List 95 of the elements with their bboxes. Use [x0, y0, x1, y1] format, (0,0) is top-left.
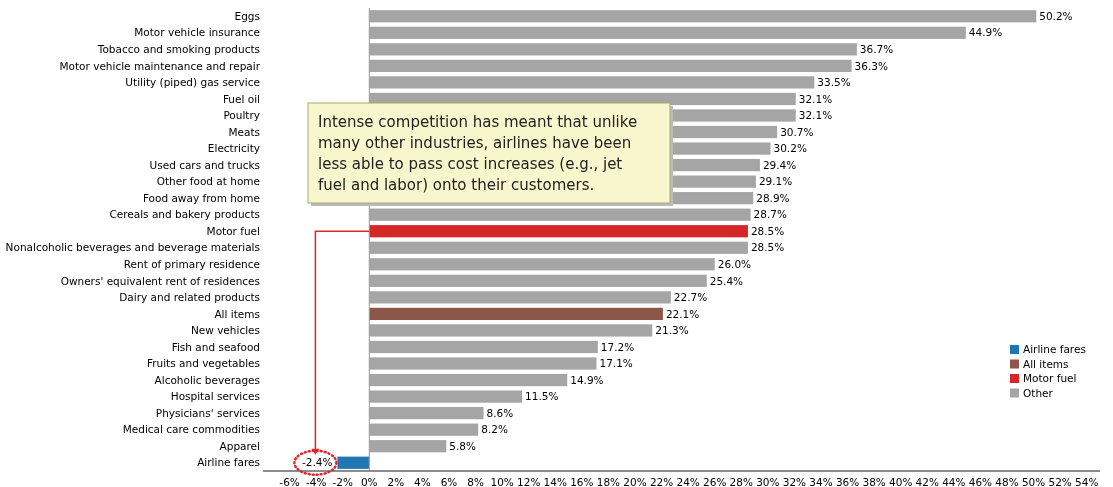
y-tick-label: Alcoholic beverages [154, 373, 260, 386]
y-tick-label: Nonalcoholic beverages and beverage materials [5, 241, 260, 254]
data-label: 29.1% [758, 175, 793, 188]
x-tick-label: -4% [305, 476, 327, 487]
x-tick-label: -2% [332, 476, 353, 487]
bar [369, 225, 748, 238]
y-tick-label: Tobacco and smoking products [96, 43, 260, 56]
x-tick-label: 28% [729, 476, 753, 487]
data-label: 28.5% [750, 241, 785, 254]
y-tick-label: Owners' equivalent rent of residences [60, 274, 260, 287]
data-label: 36.7% [859, 43, 894, 56]
y-tick-label: Fruits and vegetables [146, 357, 260, 370]
bar [337, 456, 370, 469]
data-label: 33.5% [817, 76, 851, 89]
y-tick-label: All items [214, 307, 260, 320]
data-label: 26.0% [717, 257, 752, 270]
y-tick-label: Meats [228, 125, 260, 138]
x-tick-label: 22% [649, 476, 674, 487]
x-tick-label: 50% [1021, 476, 1046, 487]
x-tick-label: 48% [995, 476, 1019, 487]
x-tick-label: 38% [862, 476, 886, 487]
data-label: 22.7% [673, 291, 708, 304]
y-tick-label: Apparel [219, 439, 260, 452]
data-label: 30.2% [773, 142, 807, 155]
y-tick-label: Airline fares [197, 456, 260, 469]
x-tick-label: 8% [467, 476, 484, 487]
x-tick-label: 34% [809, 476, 833, 487]
x-tick-label: 10% [490, 476, 514, 487]
x-tick-label: 52% [1048, 476, 1072, 487]
x-tick-label: 4% [414, 476, 431, 487]
x-tick-label: 18% [596, 476, 621, 487]
legend-label: Airline fares [1023, 343, 1086, 356]
y-tick-label: Poultry [223, 109, 260, 122]
data-label: 29.4% [762, 158, 797, 171]
x-tick-label: 6% [440, 476, 458, 487]
x-tick-label: 26% [703, 476, 727, 487]
y-tick-label: Food away from home [142, 191, 260, 204]
y-tick-label: Cereals and bakery products [109, 208, 260, 221]
x-tick-label: -6% [279, 476, 300, 487]
y-tick-label: Other food at home [156, 175, 260, 188]
data-label: 28.5% [750, 224, 785, 237]
x-tick-label: 14% [543, 476, 567, 487]
data-label: 8.6% [486, 406, 514, 419]
y-tick-label: Utility (piped) gas service [125, 76, 260, 89]
annotation: Intense competition has meant that unlike many other industries, airlines have been less able to pass cost increases (e.g., jet fuel and labor) onto their customers. [318, 113, 638, 194]
legend-label: Other [1023, 386, 1054, 399]
x-tick-label: 12% [517, 476, 541, 487]
y-tick-label: Motor fuel [206, 224, 260, 237]
data-label: 17.2% [600, 340, 635, 353]
x-tick-label: 32% [782, 476, 807, 487]
data-label: 21.3% [655, 324, 689, 337]
data-label: 32.1% [798, 92, 833, 105]
data-label: 28.9% [756, 191, 790, 204]
x-tick-label: 16% [570, 476, 594, 487]
x-tick-label: 24% [676, 476, 700, 487]
x-tick-label: 0% [360, 476, 378, 487]
y-tick-label: Fuel oil [222, 92, 260, 105]
data-label: 22.1% [665, 307, 700, 320]
data-label: 50.2% [1039, 9, 1073, 22]
data-label: 8.2% [481, 423, 508, 436]
y-tick-label: Dairy and related products [119, 291, 260, 304]
y-tick-label: Used cars and trucks [149, 158, 260, 171]
y-tick-label: Motor vehicle insurance [134, 26, 260, 39]
data-label: 44.9% [968, 26, 1003, 39]
data-label: 25.4% [709, 274, 744, 287]
y-tick-label: Physicians' services [155, 406, 260, 419]
data-label: 30.7% [780, 125, 814, 138]
x-tick-label: 36% [835, 476, 860, 487]
y-tick-label: New vehicles [190, 324, 260, 337]
data-label: 36.3% [854, 59, 888, 72]
data-label: 11.5% [525, 390, 559, 403]
x-tick-label: 54% [1075, 476, 1099, 487]
x-tick-label: 42% [915, 476, 939, 487]
y-tick-label: Rent of primary residence [123, 257, 260, 270]
bar [369, 307, 663, 321]
y-tick-label: Medical care commodities [122, 423, 260, 436]
legend-label: All items [1023, 357, 1069, 370]
x-tick-label: 2% [387, 476, 405, 487]
x-tick-label: 44% [942, 476, 966, 487]
y-tick-label: Hospital services [170, 390, 260, 403]
legend-label: Motor fuel [1023, 372, 1077, 385]
data-label: 28.7% [753, 208, 787, 221]
data-label: -2.4% [301, 456, 333, 469]
x-tick-label: 40% [889, 476, 913, 487]
y-tick-label: Eggs [234, 9, 260, 22]
x-tick-label: 30% [756, 476, 780, 487]
x-tick-label: 46% [968, 476, 993, 487]
y-tick-label: Motor vehicle maintenance and repair [59, 59, 261, 72]
y-tick-label: Electricity [207, 142, 260, 155]
y-tick-label: Fish and seafood [171, 340, 260, 353]
x-tick-label: 20% [623, 476, 647, 487]
data-label: 14.9% [570, 373, 604, 386]
data-label: 5.8% [449, 439, 477, 452]
data-label: 17.1% [599, 357, 633, 370]
data-label: 32.1% [798, 109, 833, 122]
